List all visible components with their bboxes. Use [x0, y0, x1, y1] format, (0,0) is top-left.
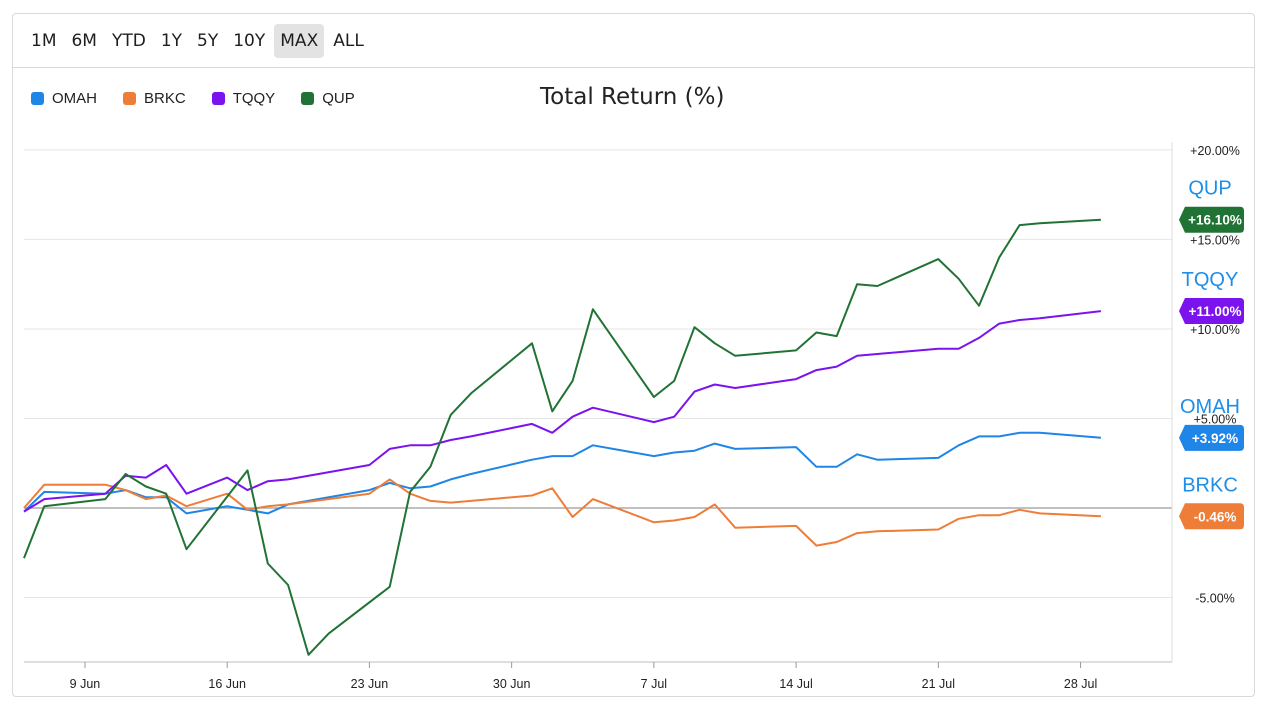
series-name-label-qup: QUP — [1188, 178, 1231, 200]
value-tag-tqqy — [1179, 298, 1244, 325]
value-tag-qup — [1179, 206, 1244, 233]
series-line-qup — [23, 218, 1101, 656]
value-tag-omah — [1179, 424, 1244, 451]
chart-card: 1M 6M YTD 1Y 5Y 10Y MAX ALL OMAH BRKC TQ… — [12, 13, 1255, 697]
range-button-1m[interactable]: 1M — [31, 30, 57, 51]
x-tick-label-6: 21 Jul — [922, 677, 955, 691]
x-tick-label-3: 30 Jun — [493, 677, 531, 691]
range-button-6m[interactable]: 6M — [71, 30, 97, 51]
chart-title: Total Return (%) — [540, 84, 725, 110]
range-selector: 1M 6M YTD 1Y 5Y 10Y MAX ALL — [13, 14, 1254, 68]
range-button-all[interactable]: ALL — [333, 30, 364, 51]
legend-swatch-qup — [301, 92, 315, 105]
legend-label-tqqy: TQQY — [232, 90, 276, 107]
legend-item-brkc[interactable]: BRKC — [123, 90, 186, 107]
series-name-label-tqqy: TQQY — [1182, 269, 1239, 291]
x-tick-label-0: 9 Jun — [70, 677, 101, 691]
range-button-10y[interactable]: 10Y — [233, 30, 266, 51]
legend-label-brkc: BRKC — [144, 90, 186, 107]
y-tick-label-4: -5.00% — [1195, 592, 1235, 606]
legend-label-omah: OMAH — [52, 90, 97, 107]
value-tag-text-tqqy: +11.00% — [1189, 304, 1242, 319]
range-button-5y[interactable]: 5Y — [197, 30, 219, 51]
x-tick-label-7: 28 Jul — [1064, 677, 1097, 691]
value-tag-text-qup: +16.10% — [1188, 213, 1242, 228]
legend-swatch-omah — [31, 92, 44, 105]
legend-item-omah[interactable]: OMAH — [31, 90, 97, 107]
value-tag-text-brkc: -0.46% — [1194, 509, 1237, 524]
chart-legend: OMAH BRKC TQQY QUP — [31, 90, 381, 107]
legend-swatch-tqqy — [211, 92, 225, 105]
value-tag-text-omah: +3.92% — [1192, 431, 1238, 446]
legend-item-tqqy[interactable]: TQQY — [211, 90, 276, 107]
x-tick-label-4: 7 Jul — [641, 677, 667, 691]
x-tick-label-2: 23 Jun — [351, 677, 389, 691]
y-tick-label-3: +5.00% — [1194, 412, 1237, 426]
series-line-omah — [23, 431, 1101, 515]
x-tick-label-5: 14 Jul — [779, 677, 812, 691]
range-button-1y[interactable]: 1Y — [160, 30, 183, 51]
series-line-tqqy — [23, 310, 1102, 513]
legend-item-qup[interactable]: QUP — [301, 90, 355, 107]
legend-swatch-brkc — [123, 92, 136, 105]
range-button-max[interactable]: MAX — [274, 23, 325, 58]
y-tick-label-2: +10.00% — [1190, 323, 1240, 337]
value-tag-brkc — [1179, 503, 1244, 530]
y-tick-label-0: +20.00% — [1190, 144, 1240, 158]
series-name-label-brkc: BRKC — [1182, 474, 1238, 496]
x-tick-label-1: 16 Jun — [208, 677, 246, 691]
y-tick-label-1: +15.00% — [1190, 233, 1240, 247]
series-name-label-omah: OMAH — [1180, 396, 1240, 418]
range-button-ytd[interactable]: YTD — [111, 30, 146, 51]
series-line-brkc — [23, 478, 1101, 547]
legend-label-qup: QUP — [322, 90, 355, 107]
